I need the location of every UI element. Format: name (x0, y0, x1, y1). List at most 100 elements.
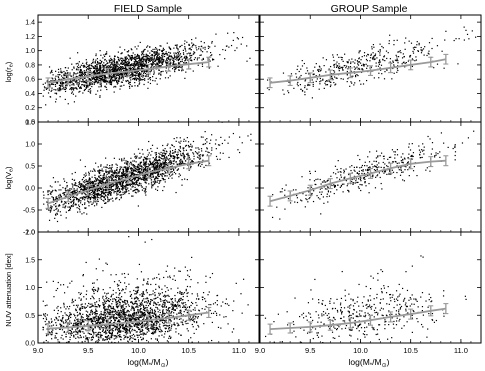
scatter-point (115, 75, 118, 77)
scatter-point (166, 64, 168, 67)
scatter-point (178, 69, 180, 71)
scatter-point (104, 202, 106, 205)
scatter-point (104, 65, 106, 67)
panel-grid: 0.00.20.40.60.81.01.21.4-1.0-0.50.00.51.… (23, 14, 482, 355)
scatter-point (155, 162, 157, 164)
scatter-point (134, 74, 137, 76)
scatter-point (250, 139, 252, 141)
scatter-point (110, 59, 112, 61)
scatter-point (100, 78, 103, 81)
scatter-point (157, 55, 159, 57)
scatter-point (121, 68, 124, 70)
scatter-point (105, 80, 107, 82)
scatter-point (356, 74, 358, 76)
scatter-point (88, 78, 91, 80)
scatter-point (176, 156, 179, 158)
scatter-point (117, 190, 120, 192)
scatter-point (354, 59, 356, 61)
scatter-point (57, 77, 60, 79)
scatter-point (94, 196, 96, 198)
scatter-point (113, 183, 115, 185)
scatter-point (88, 183, 90, 185)
scatter-point (350, 62, 352, 65)
scatter-point (69, 198, 72, 201)
scatter-point (75, 69, 78, 71)
scatter-point (105, 191, 107, 193)
scatter-point (317, 197, 320, 199)
scatter-point (389, 34, 391, 36)
scatter-point (124, 56, 126, 58)
scatter-point (84, 77, 86, 79)
scatter-point (89, 91, 91, 93)
scatter-point (151, 58, 153, 60)
scatter-point (108, 65, 111, 67)
scatter-point (76, 66, 79, 68)
scatter-point (66, 181, 68, 184)
scatter-point (90, 170, 92, 172)
scatter-point (79, 66, 81, 69)
scatter-point (124, 60, 127, 62)
scatter-point (112, 76, 114, 78)
scatter-point (105, 83, 108, 85)
scatter-point (137, 54, 139, 56)
scatter-point (101, 168, 103, 170)
scatter-point (132, 68, 134, 71)
scatter-point (290, 73, 293, 75)
scatter-point (354, 170, 356, 172)
scatter-point (130, 57, 132, 59)
scatter-point (103, 75, 105, 77)
scatter-point (145, 74, 148, 76)
scatter-point (342, 191, 344, 193)
scatter-point (351, 178, 353, 181)
scatter-point (88, 196, 90, 199)
scatter-point (174, 150, 176, 153)
scatter-point (139, 165, 141, 167)
scatter-point (144, 158, 146, 160)
scatter-point (94, 194, 96, 196)
scatter-point (379, 43, 381, 45)
scatter-point (199, 54, 201, 57)
scatter-point (73, 179, 76, 181)
scatter-point (71, 69, 73, 71)
scatter-point (301, 59, 303, 62)
scatter-point (47, 92, 50, 94)
scatter-point (96, 177, 98, 180)
scatter-point (116, 62, 119, 64)
scatter-point (113, 70, 115, 72)
scatter-point (405, 166, 407, 168)
scatter-point (84, 187, 86, 189)
scatter-point (100, 61, 103, 63)
scatter-point (182, 52, 185, 54)
scatter-point (134, 169, 137, 171)
scatter-point (166, 61, 168, 64)
scatter-point (64, 195, 66, 197)
scatter-point (188, 43, 190, 46)
scatter-point (144, 189, 147, 191)
scatter-point (81, 196, 83, 198)
scatter-point (162, 56, 164, 58)
scatter-point (126, 180, 128, 182)
scatter-point (133, 177, 135, 180)
scatter-point (185, 149, 188, 151)
scatter-point (207, 57, 209, 59)
scatter-point (137, 56, 139, 58)
scatter-point (142, 65, 144, 68)
scatter-point (120, 185, 122, 187)
scatter-point (90, 180, 92, 182)
scatter-point (137, 185, 140, 187)
scatter-point (408, 146, 410, 148)
scatter-point (323, 87, 325, 89)
scatter-point (311, 193, 313, 195)
scatter-point (145, 60, 148, 62)
scatter-point (171, 174, 173, 176)
scatter-point (307, 201, 309, 203)
scatter-point (93, 198, 95, 200)
scatter-point (142, 68, 144, 70)
scatter-point (307, 84, 309, 87)
scatter-point (296, 68, 298, 71)
scatter-point (80, 70, 82, 72)
scatter-point (64, 67, 66, 69)
scatter-point (173, 138, 175, 140)
scatter-point (354, 182, 356, 184)
scatter-point (192, 153, 195, 155)
